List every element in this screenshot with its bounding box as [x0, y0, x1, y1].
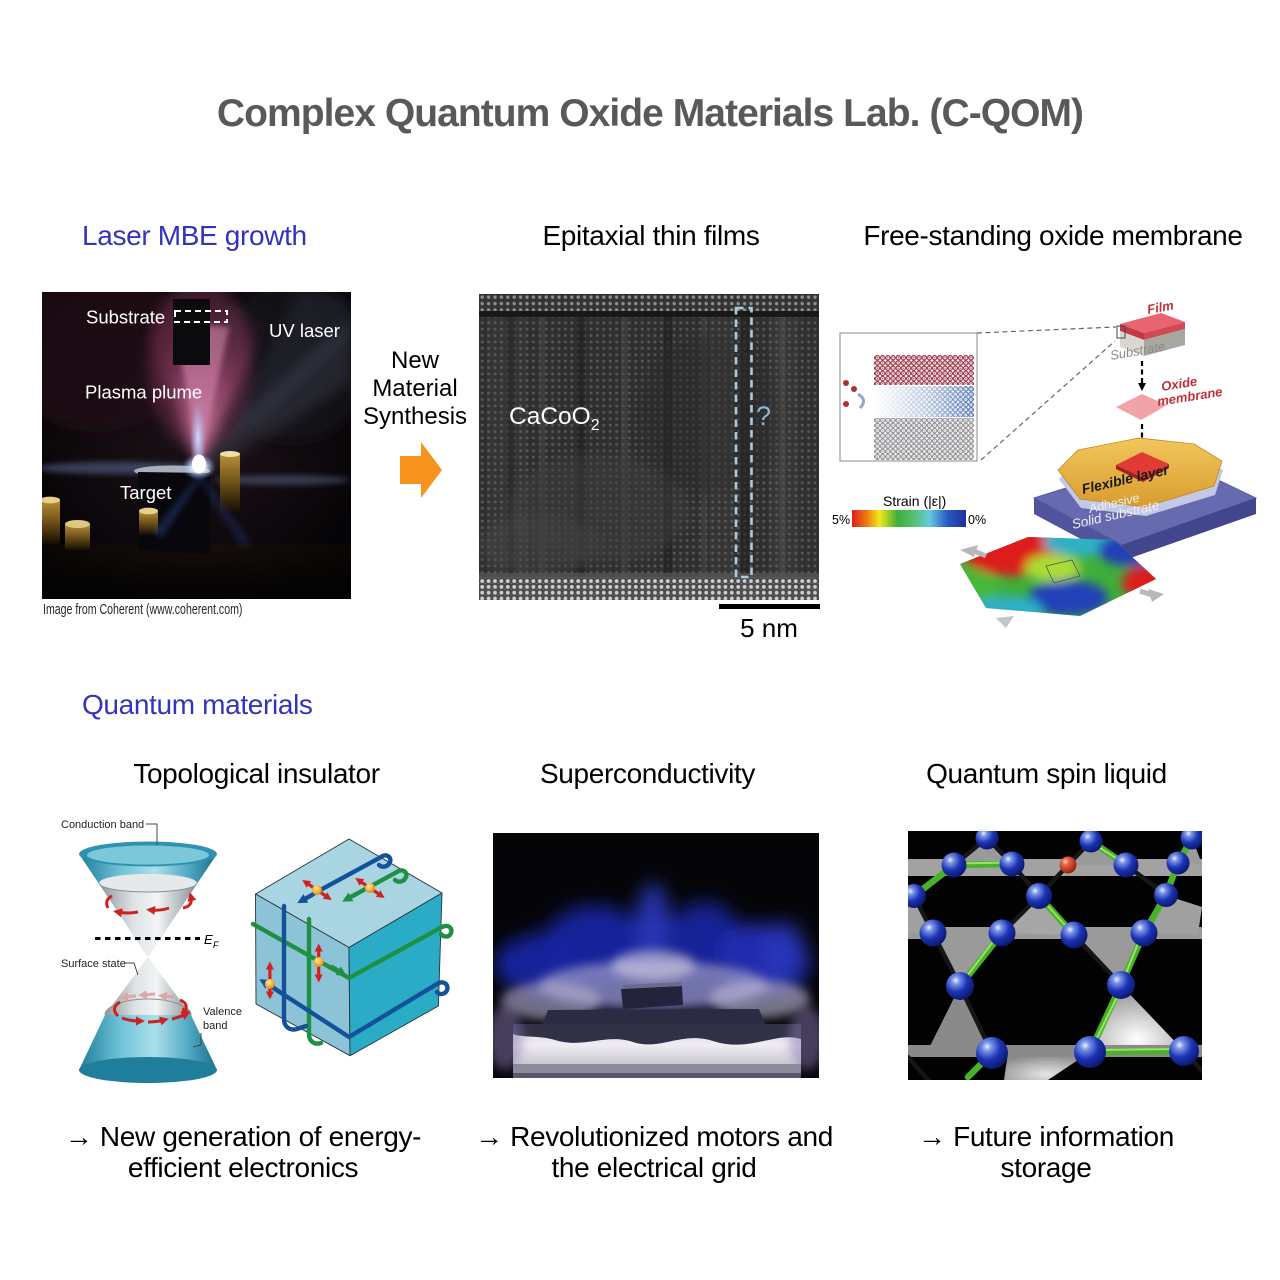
svg-text:Valence: Valence — [203, 1006, 242, 1018]
svg-text:F: F — [213, 940, 219, 950]
svg-text:5%: 5% — [832, 513, 850, 527]
svg-text:Substrate: Substrate — [1109, 339, 1166, 363]
svg-text:0%: 0% — [968, 513, 986, 527]
svg-text:?: ? — [756, 401, 771, 431]
svg-text:Substrate: Substrate — [86, 307, 165, 328]
svg-text:band: band — [203, 1020, 227, 1032]
svg-text:E: E — [204, 932, 213, 947]
svg-text:Target: Target — [120, 482, 171, 503]
svg-text:CaCoO2: CaCoO2 — [509, 403, 600, 434]
svg-text:UV laser: UV laser — [269, 320, 340, 341]
svg-text:Surface state: Surface state — [61, 958, 126, 970]
svg-text:Plasma plume: Plasma plume — [85, 382, 202, 403]
svg-text:Oxide: Oxide — [1160, 373, 1198, 393]
svg-text:Conduction band: Conduction band — [61, 819, 144, 831]
svg-text:Strain (|ε|): Strain (|ε|) — [883, 493, 946, 509]
svg-text:Film: Film — [1146, 298, 1175, 317]
